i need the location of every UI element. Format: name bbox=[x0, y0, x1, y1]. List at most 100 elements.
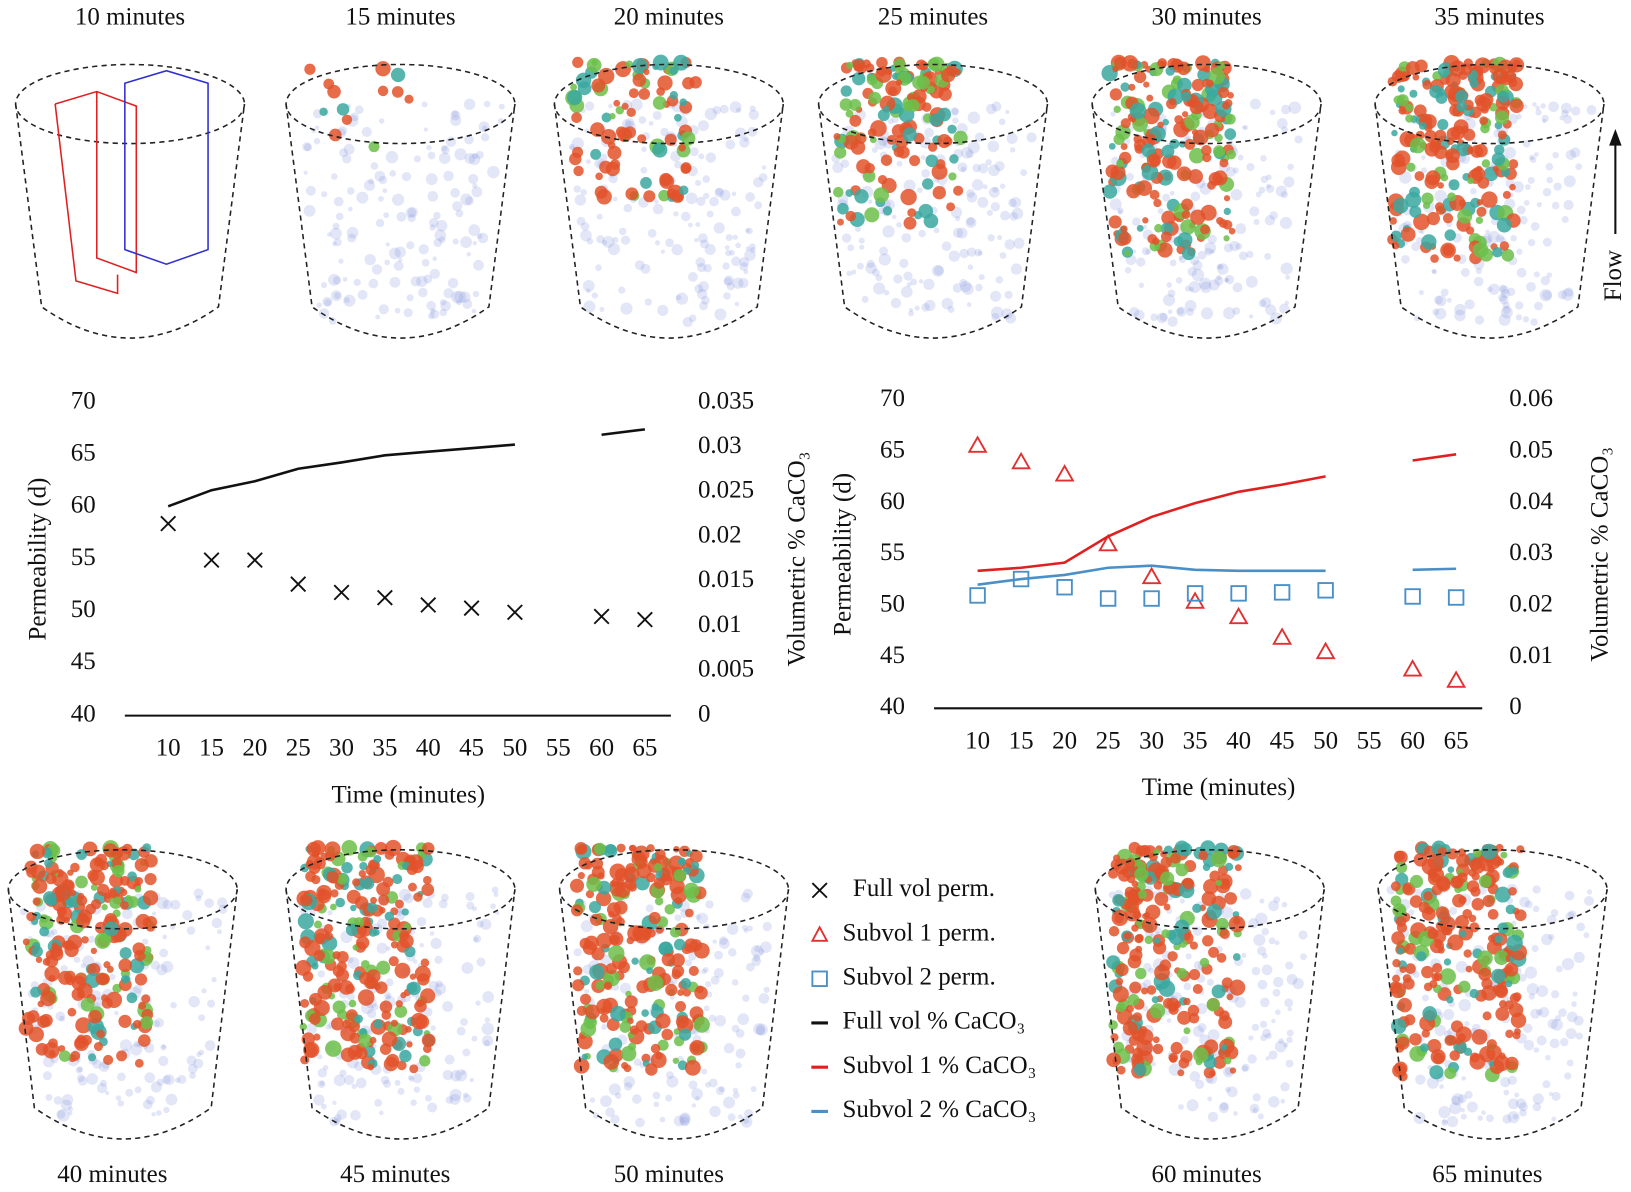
pore-blue bbox=[356, 192, 368, 204]
precipitate bbox=[1448, 866, 1455, 873]
precipitate bbox=[43, 891, 57, 905]
pore-blue bbox=[482, 991, 494, 1003]
pore-blue bbox=[749, 110, 759, 120]
precipitate bbox=[423, 1044, 432, 1053]
precipitate bbox=[1122, 55, 1138, 71]
pore-blue bbox=[1020, 169, 1027, 176]
pore-blue bbox=[135, 1086, 142, 1093]
pore-blue bbox=[389, 170, 396, 177]
precipitate bbox=[391, 68, 405, 82]
pore-blue bbox=[1209, 279, 1220, 290]
pore-blue bbox=[412, 1073, 422, 1083]
pore-blue bbox=[344, 1075, 354, 1085]
pore-blue bbox=[747, 127, 757, 137]
pore-blue bbox=[1534, 302, 1543, 311]
precipitate bbox=[133, 1020, 142, 1029]
precipitate bbox=[1427, 1039, 1441, 1053]
pore-blue bbox=[1168, 309, 1173, 314]
y2-tick-label: 0.03 bbox=[698, 432, 742, 459]
precipitate bbox=[596, 189, 611, 204]
precipitate bbox=[1509, 184, 1516, 191]
precipitate bbox=[70, 863, 80, 873]
precipitate bbox=[295, 960, 311, 976]
pore-blue bbox=[698, 120, 709, 131]
precipitate bbox=[1455, 1038, 1462, 1045]
precipitate bbox=[1177, 166, 1192, 181]
pore-blue bbox=[1201, 307, 1213, 319]
precipitate bbox=[678, 858, 686, 866]
pore-blue bbox=[347, 187, 355, 195]
pore-blue bbox=[1575, 163, 1582, 170]
precipitate bbox=[1216, 880, 1222, 886]
precipitate bbox=[1153, 941, 1166, 954]
pore-blue bbox=[317, 303, 322, 308]
precipitate bbox=[622, 103, 629, 110]
y-tick-label: 65 bbox=[71, 439, 96, 466]
pore-blue bbox=[615, 1092, 621, 1098]
precipitate bbox=[1508, 887, 1517, 896]
pore-blue bbox=[473, 291, 479, 297]
precipitate bbox=[314, 933, 325, 944]
precipitate bbox=[43, 1042, 59, 1058]
pore-blue bbox=[665, 1095, 672, 1102]
pore-blue bbox=[333, 223, 340, 230]
precipitate bbox=[1391, 130, 1397, 136]
precipitate bbox=[1181, 92, 1191, 102]
pore-blue bbox=[921, 155, 926, 160]
pore-blue bbox=[448, 278, 458, 288]
pore-blue bbox=[196, 1052, 201, 1057]
precipitate bbox=[1420, 1043, 1429, 1052]
pore-blue bbox=[1286, 1037, 1292, 1043]
point-marker bbox=[1013, 454, 1030, 469]
precipitate bbox=[1117, 1066, 1126, 1075]
pore-blue bbox=[1587, 105, 1597, 115]
precipitate bbox=[1161, 231, 1172, 242]
pore-blue bbox=[967, 302, 972, 307]
pore-blue bbox=[695, 1096, 700, 1101]
pore-blue bbox=[686, 193, 698, 205]
pore-blue bbox=[1218, 264, 1224, 270]
pore-blue bbox=[729, 250, 735, 256]
precipitate bbox=[350, 905, 356, 911]
pore-blue bbox=[431, 938, 442, 949]
pore-blue bbox=[410, 1099, 417, 1106]
pore-blue bbox=[760, 941, 772, 953]
precipitate bbox=[1109, 926, 1119, 936]
precipitate bbox=[44, 966, 59, 981]
pore-blue bbox=[122, 909, 133, 920]
precipitate bbox=[1497, 91, 1509, 103]
precipitate bbox=[1224, 892, 1237, 905]
pore-blue bbox=[413, 959, 418, 964]
pore-blue bbox=[725, 245, 730, 250]
pore-blue bbox=[924, 300, 935, 311]
pore-blue bbox=[1543, 238, 1552, 247]
pore-blue bbox=[733, 1092, 740, 1099]
pore-blue bbox=[746, 246, 750, 250]
precipitate bbox=[596, 933, 612, 949]
pore-blue bbox=[356, 1078, 367, 1089]
precipitate bbox=[579, 857, 591, 869]
pore-blue bbox=[674, 161, 682, 169]
precipitate bbox=[679, 185, 689, 195]
pore-blue bbox=[714, 308, 726, 320]
precipitate bbox=[1479, 875, 1492, 888]
precipitate bbox=[1121, 143, 1128, 150]
pore-blue bbox=[406, 241, 414, 249]
pore-blue bbox=[1125, 267, 1131, 273]
pore-blue bbox=[321, 282, 327, 288]
precipitate bbox=[681, 162, 692, 173]
pore-blue bbox=[1258, 980, 1268, 990]
precipitate bbox=[684, 883, 700, 899]
pore-blue bbox=[334, 292, 341, 299]
pore-blue bbox=[1005, 239, 1015, 249]
pore-blue bbox=[722, 262, 729, 269]
pore-blue bbox=[1005, 110, 1009, 114]
pore-blue bbox=[879, 247, 888, 256]
legend-label: Subvol 1 % CaCO₃ bbox=[843, 1052, 1037, 1079]
pore-blue bbox=[443, 288, 453, 298]
pore-blue bbox=[1216, 275, 1221, 280]
pore-blue bbox=[1535, 106, 1540, 111]
precipitate bbox=[89, 870, 105, 886]
precipitate bbox=[933, 186, 946, 199]
pore-blue bbox=[321, 191, 327, 197]
